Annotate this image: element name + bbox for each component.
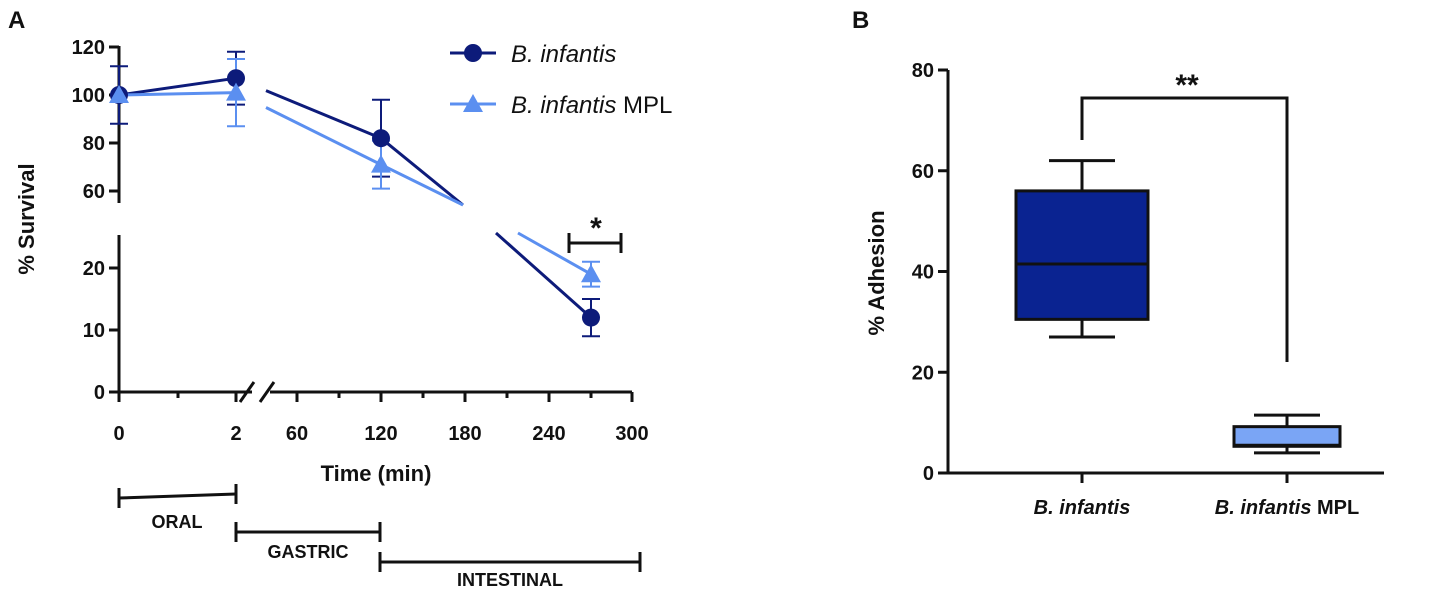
y-tick-label: 120	[72, 37, 105, 59]
y-tick-label: 20	[83, 258, 105, 280]
data-point	[109, 85, 129, 103]
y-tick-label: 60	[83, 181, 105, 203]
box-body	[1232, 425, 1342, 448]
category-label-italic: B. infantis	[1215, 497, 1312, 519]
panel-letter-b: B	[852, 7, 869, 34]
significance-label: **	[1175, 69, 1199, 102]
data-point	[226, 82, 246, 101]
x-tick-label: 0	[113, 423, 124, 445]
data-point	[227, 69, 245, 88]
y-tick-label: 0	[94, 382, 105, 404]
x-tick-label: 60	[286, 423, 308, 445]
box-body	[1014, 189, 1150, 321]
x-break-mark	[238, 381, 256, 403]
y-tick-label: 20	[912, 362, 934, 384]
series-line-segment	[265, 106, 382, 166]
x-break-mark	[258, 381, 276, 403]
category-label: B. infantis	[1034, 497, 1131, 519]
series-line-segment	[118, 91, 237, 97]
category-label-suffix: MPL	[1311, 497, 1359, 519]
series-line-segment	[380, 137, 464, 207]
category-label: B. infantis MPL	[1215, 497, 1359, 519]
data-point	[581, 264, 601, 283]
y-tick-label: 80	[912, 60, 934, 82]
x-tick-label: 240	[532, 423, 565, 445]
panel-letter-a: A	[8, 7, 25, 34]
category-label-italic: B. infantis	[1034, 497, 1131, 519]
y-tick-label: 0	[923, 463, 934, 485]
phase-label: INTESTINAL	[457, 570, 563, 590]
y-tick-label: 80	[83, 133, 105, 155]
legend-label-italic: B. infantis	[511, 41, 616, 68]
phase-bar	[118, 492, 237, 500]
series-line-segment	[118, 76, 237, 97]
legend-label: B. infantis	[511, 41, 616, 68]
data-point	[372, 129, 390, 148]
legend-label-suffix: MPL	[616, 92, 672, 119]
data-point	[582, 308, 600, 327]
series-line-segment	[495, 231, 592, 319]
x-axis-title: Time (min)	[321, 461, 432, 486]
phase-label: GASTRIC	[268, 542, 349, 562]
y-tick-label: 40	[912, 262, 934, 284]
legend-label: B. infantis MPL	[511, 92, 672, 119]
y-tick-label: 60	[912, 161, 934, 183]
y-axis-title: % Survival	[14, 163, 39, 274]
y-axis-title: % Adhesion	[864, 210, 889, 335]
y-tick-label: 100	[72, 85, 105, 107]
x-tick-label: 300	[615, 423, 648, 445]
series-line-segment	[517, 231, 592, 276]
series-line-segment	[380, 163, 464, 207]
legend-label-italic: B. infantis	[511, 92, 616, 119]
phase-label: ORAL	[152, 512, 203, 532]
series-line-segment	[265, 89, 382, 140]
significance-bracket	[1080, 96, 1289, 362]
data-point	[371, 154, 391, 173]
y-tick-label: 10	[83, 320, 105, 342]
significance-label: *	[590, 212, 602, 245]
x-tick-label: 2	[230, 423, 241, 445]
x-tick-label: 180	[448, 423, 481, 445]
legend-marker	[463, 94, 483, 112]
legend-marker	[464, 44, 482, 62]
x-tick-label: 120	[364, 423, 397, 445]
